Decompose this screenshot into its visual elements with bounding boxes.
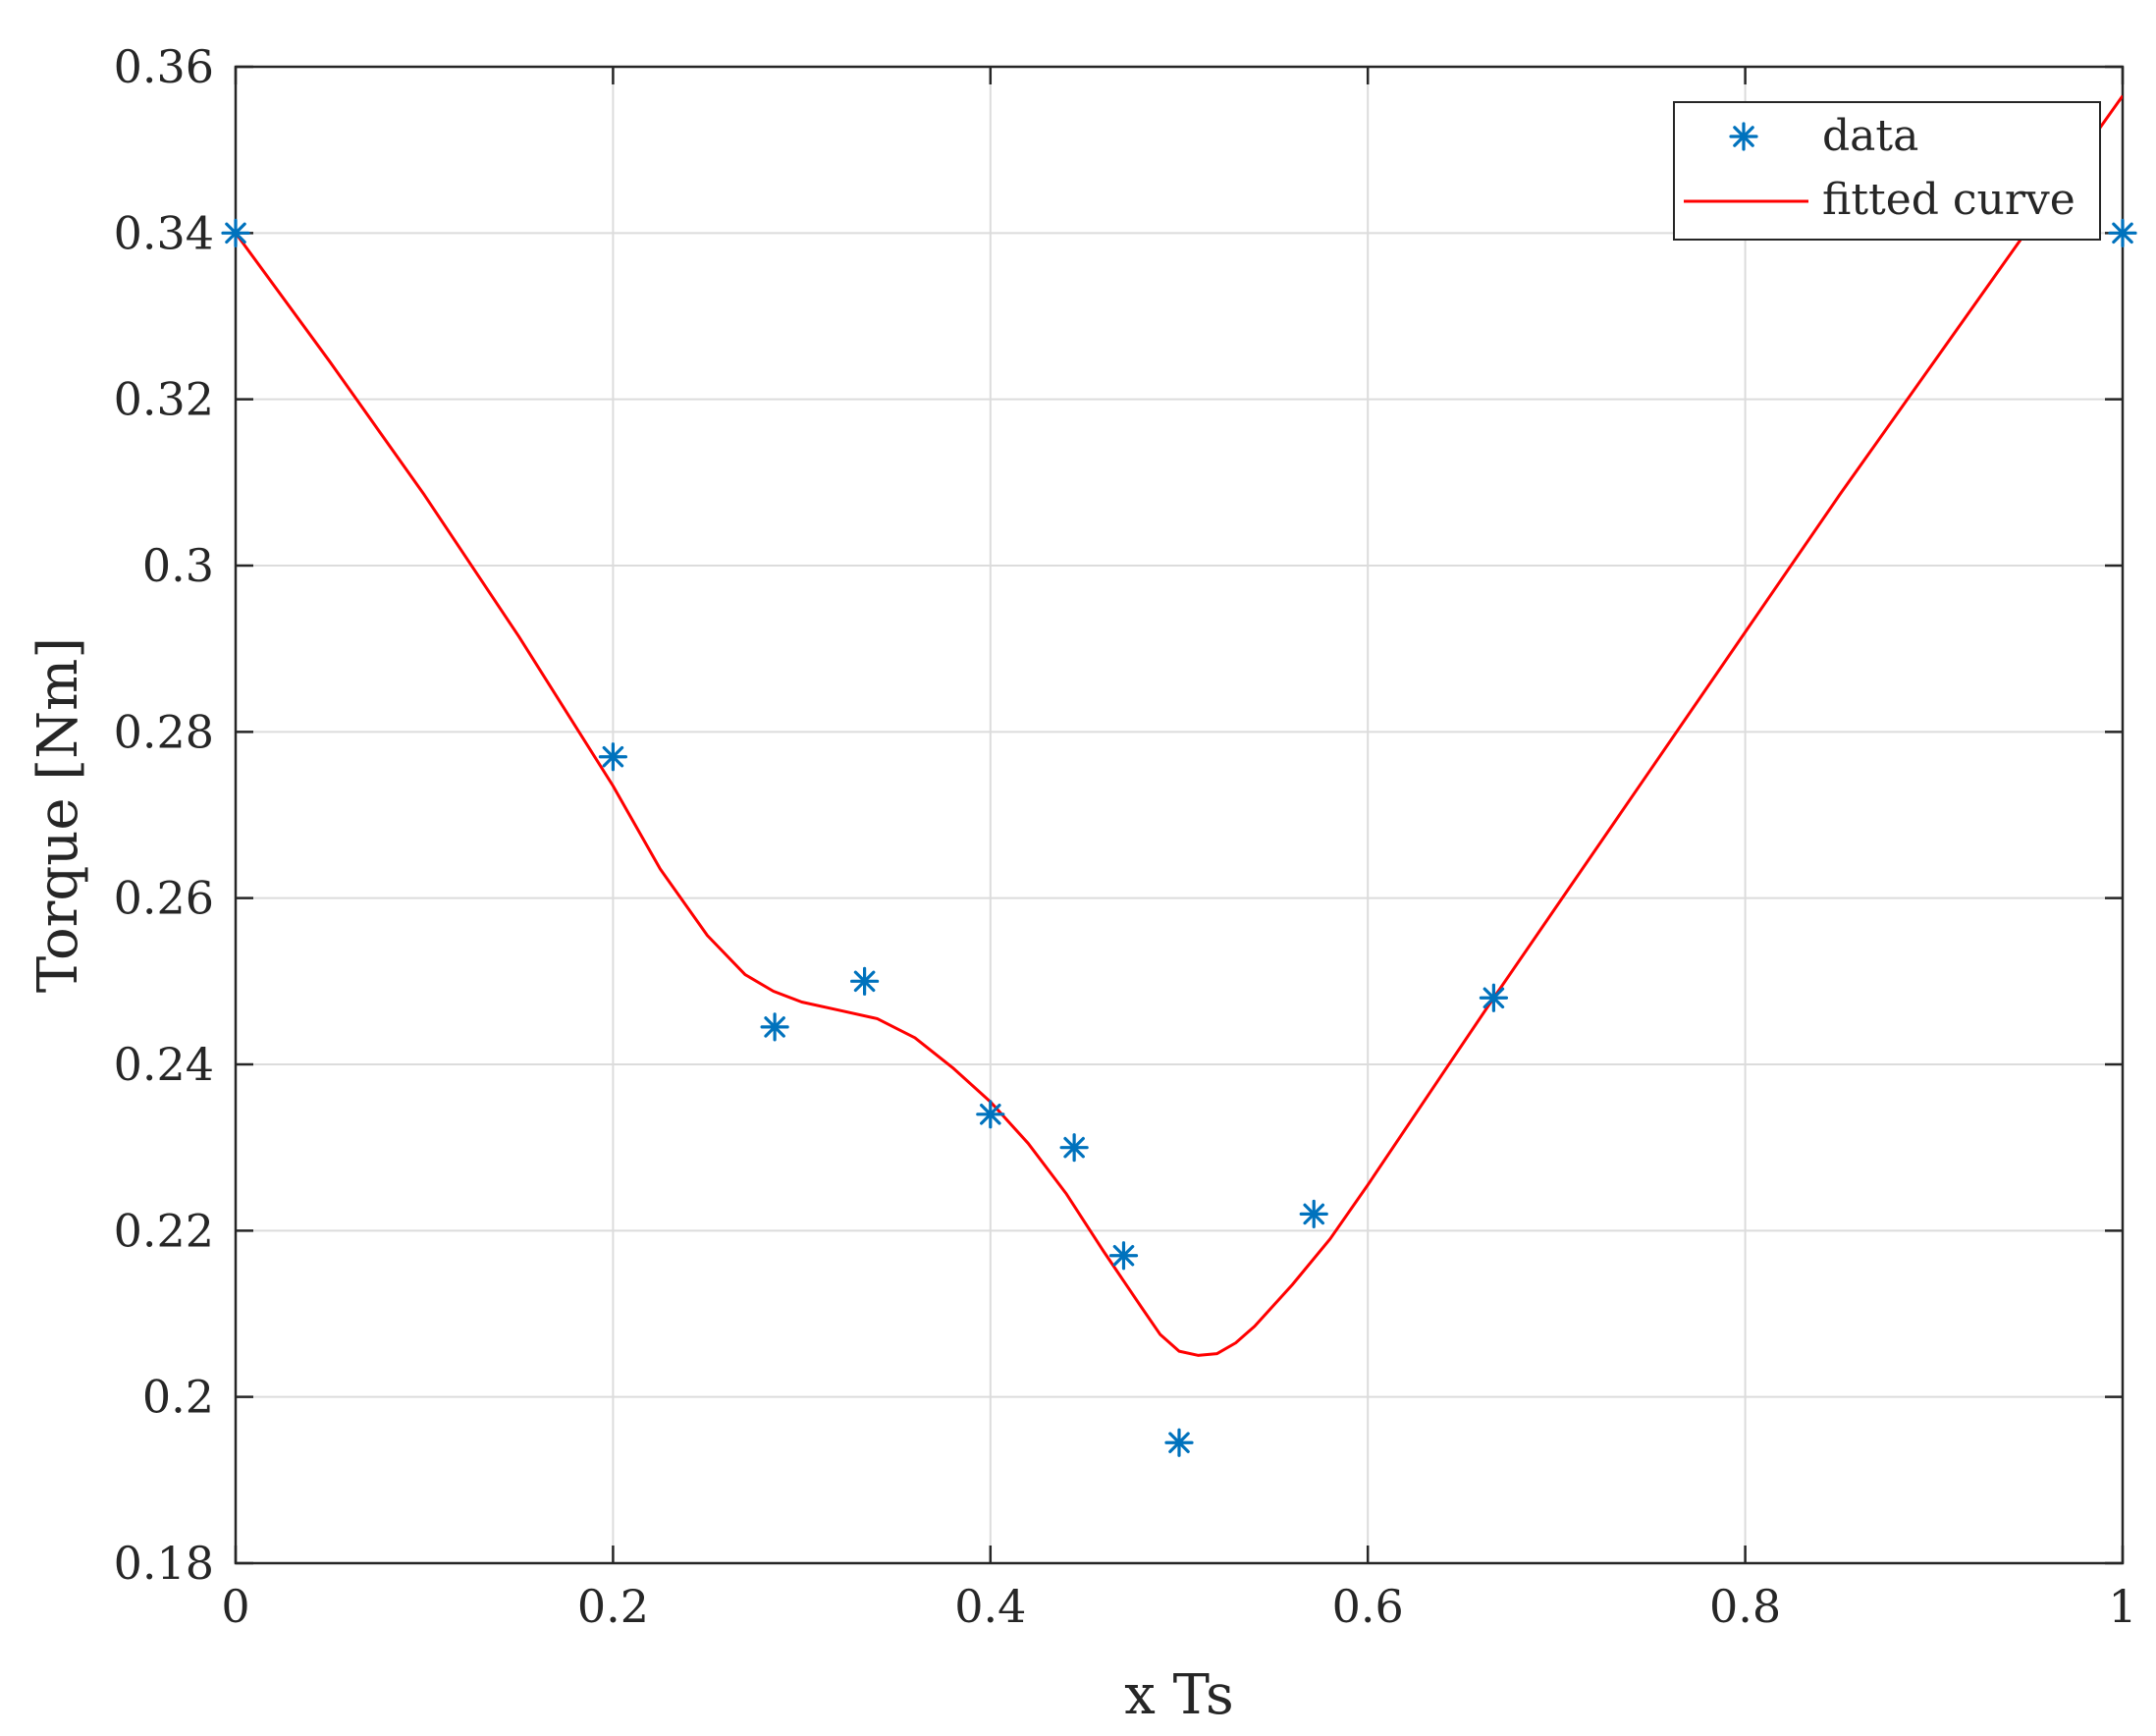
y-tick-label: 0.3 <box>142 539 214 592</box>
asterisk-stroke <box>1733 126 1754 147</box>
y-tick-label: 0.32 <box>114 373 214 426</box>
y-tick-label: 0.34 <box>114 206 214 259</box>
x-axis-title: x Ts <box>1124 1663 1233 1727</box>
x-tick-label: 0 <box>221 1580 249 1633</box>
asterisk-stroke <box>1168 1432 1190 1454</box>
legend-label-data: data <box>1822 111 1918 161</box>
y-axis-title: Torque [Nm] <box>27 637 90 993</box>
asterisk-stroke <box>1482 987 1505 1009</box>
legend-marker-data <box>1729 122 1758 151</box>
asterisk-stroke <box>1063 1136 1085 1159</box>
data-point <box>221 218 250 247</box>
asterisk-stroke <box>764 1016 785 1038</box>
y-tick-label: 0.22 <box>114 1204 214 1257</box>
legend-entry-data: data <box>1729 111 1918 161</box>
y-tick-label: 0.18 <box>114 1537 214 1590</box>
data-point <box>850 966 880 996</box>
series-layer <box>221 94 2137 1457</box>
asterisk-stroke <box>1112 1244 1135 1267</box>
data-point <box>976 1100 1005 1129</box>
asterisk-stroke <box>980 1104 1001 1125</box>
y-tick-label: 0.2 <box>142 1371 214 1424</box>
legend-entry-fitted-curve: fitted curve <box>1684 175 2075 225</box>
data-point <box>1479 983 1508 1012</box>
plot-background <box>236 67 2123 1563</box>
x-tick-label: 0.8 <box>1709 1580 1781 1633</box>
data-point <box>1108 1241 1139 1271</box>
y-tick-label: 0.36 <box>114 40 214 93</box>
asterisk-stroke <box>225 222 246 244</box>
legend-label-fitted-curve: fitted curve <box>1822 175 2075 225</box>
data-point <box>1059 1133 1089 1163</box>
data-point <box>1164 1428 1194 1457</box>
series-line-fitted-curve <box>236 94 2123 1357</box>
x-tick-label: 0.6 <box>1332 1580 1404 1633</box>
series-data-points <box>221 218 2137 1457</box>
data-point <box>760 1012 789 1042</box>
y-tick-label: 0.28 <box>114 705 214 758</box>
asterisk-stroke <box>602 745 624 768</box>
data-point <box>598 742 628 772</box>
asterisk-stroke <box>853 970 876 993</box>
plot-box <box>234 65 2125 1565</box>
x-tick-label: 0.4 <box>954 1580 1026 1633</box>
legend: data fitted curve <box>1673 101 2101 241</box>
axis-ticks: 0 0.2 0.4 0.6 0.8 1 0.18 0.2 0.22 0.24 0.26 0.28 0.3… <box>114 40 2137 1633</box>
y-tick-label: 0.26 <box>114 872 214 925</box>
y-tick-label: 0.24 <box>114 1038 214 1091</box>
x-tick-label: 1 <box>2108 1580 2136 1633</box>
data-point <box>2108 218 2137 247</box>
grid <box>236 67 2123 1563</box>
asterisk-stroke <box>1303 1203 1325 1225</box>
asterisk-stroke <box>2112 222 2133 244</box>
legend-asterisk-data <box>1729 122 1758 151</box>
x-tick-label: 0.2 <box>577 1580 649 1633</box>
data-point <box>1299 1199 1328 1229</box>
